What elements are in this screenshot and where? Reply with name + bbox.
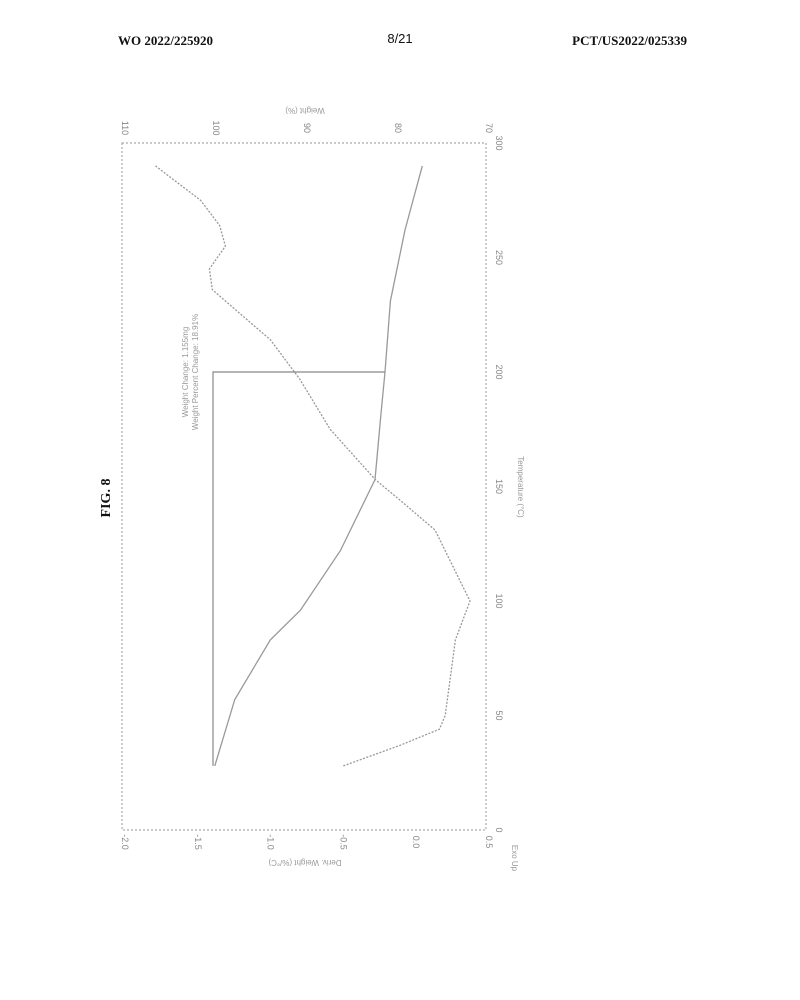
weight-tick-label: 100 xyxy=(211,120,221,135)
deriv-axis-label: Deriv. Weight (%/°C) xyxy=(268,858,341,867)
weight-axis-label: Weight (%) xyxy=(285,106,325,115)
figure-label: FIG. 8 xyxy=(99,479,114,518)
deriv-curve xyxy=(156,166,471,766)
x-tick-label: 0 xyxy=(494,827,504,832)
weight-tick-label: 80 xyxy=(393,123,403,133)
x-tick-label: 250 xyxy=(494,250,504,265)
weight-change-bracket xyxy=(213,372,385,766)
deriv-tick-label: -2.0 xyxy=(120,834,130,850)
x-tick-label: 150 xyxy=(494,479,504,494)
x-tick-label: 100 xyxy=(494,593,504,608)
deriv-tick-label: -1.0 xyxy=(266,834,276,850)
annotation-line-2: Weight Percent Change: 18.91% xyxy=(191,314,200,430)
weight-curve xyxy=(215,166,422,766)
x-tick-label: 300 xyxy=(494,135,504,150)
annotation-line-1: Weight Change: 1.155mg xyxy=(181,327,190,418)
weight-tick-label: 90 xyxy=(302,123,312,133)
x-tick-label: 200 xyxy=(494,364,504,379)
deriv-tick-label: -0.5 xyxy=(338,834,348,850)
deriv-tick-label: 0.0 xyxy=(411,836,421,849)
plot-frame xyxy=(122,143,486,830)
x-axis-label: Temperature (°C) xyxy=(516,456,525,518)
deriv-tick-label: -1.5 xyxy=(193,834,203,850)
deriv-tick-label: 0.5 xyxy=(484,836,494,849)
weight-tick-label: 110 xyxy=(120,121,130,135)
weight-tick-label: 70 xyxy=(484,123,494,133)
exo-up-label: Exo Up xyxy=(510,845,519,872)
x-tick-label: 50 xyxy=(494,710,504,720)
tga-chart: FIG. 8 0 50 100 150 200 250 300 110 100 90 80 70 -2.… xyxy=(0,0,800,1000)
